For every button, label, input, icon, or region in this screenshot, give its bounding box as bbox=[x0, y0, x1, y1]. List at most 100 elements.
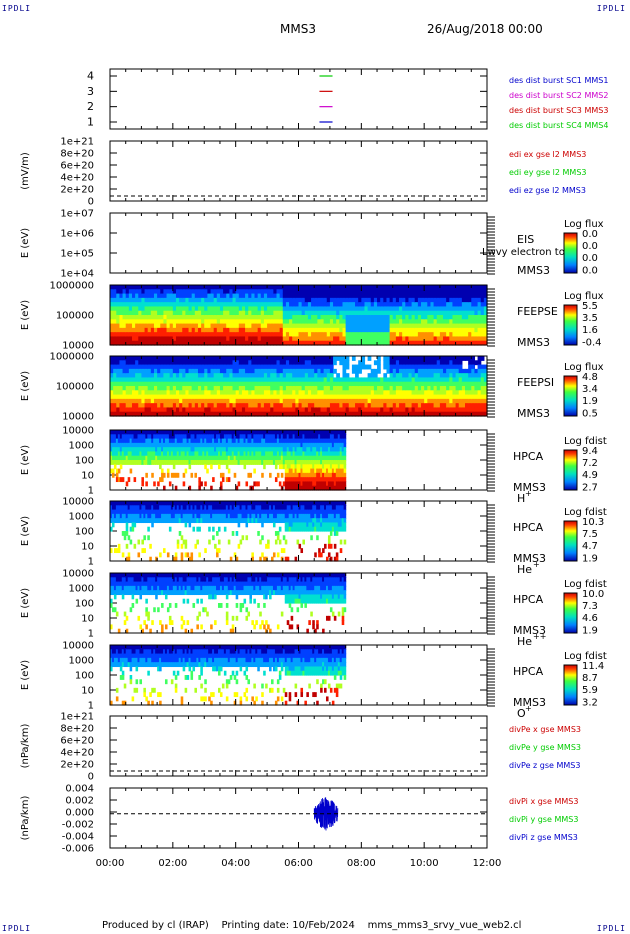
heatmap-cell bbox=[308, 460, 311, 465]
heatmap-cell bbox=[270, 360, 274, 366]
heatmap-cell bbox=[131, 394, 136, 400]
heatmap-cell bbox=[206, 468, 209, 474]
heatmap-cell bbox=[411, 336, 416, 342]
heatmap-cell bbox=[119, 447, 123, 453]
heatmap-cell bbox=[251, 336, 256, 342]
heatmap-cell bbox=[370, 368, 375, 374]
heatmap-cell bbox=[217, 438, 221, 444]
heatmap-cell bbox=[214, 442, 217, 448]
heatmap-cell bbox=[279, 285, 284, 290]
heatmap-cell bbox=[269, 460, 272, 465]
heatmap-cell bbox=[355, 336, 359, 342]
heatmap-cell bbox=[477, 323, 482, 329]
heatmap-cell bbox=[175, 403, 180, 409]
heatmap-cell bbox=[157, 403, 161, 409]
heatmap-cell bbox=[157, 398, 161, 404]
heatmap-cell bbox=[144, 285, 149, 290]
heatmap-cell bbox=[216, 364, 221, 370]
heatmap-cell bbox=[201, 390, 205, 396]
instrument-label: EIS bbox=[517, 233, 534, 246]
heatmap-cell bbox=[151, 438, 154, 444]
heatmap-cell bbox=[465, 323, 469, 329]
heatmap-cell bbox=[276, 407, 281, 413]
heatmap-cell bbox=[477, 360, 482, 366]
heatmap-cell bbox=[138, 407, 143, 413]
heatmap-cell bbox=[414, 394, 419, 400]
heatmap-cell bbox=[314, 336, 318, 342]
heatmap-cell bbox=[355, 285, 359, 290]
heatmap-cell bbox=[172, 289, 177, 295]
heatmap-cell bbox=[216, 407, 221, 413]
heatmap-cell bbox=[163, 438, 166, 444]
heatmap-cell bbox=[149, 434, 152, 440]
heatmap-cell bbox=[243, 438, 247, 444]
heatmap-cell bbox=[272, 434, 276, 440]
heatmap-cell bbox=[115, 447, 119, 453]
heatmap-cell bbox=[318, 430, 321, 435]
heatmap-cell bbox=[449, 364, 454, 370]
heatmap-cell bbox=[110, 430, 113, 435]
heatmap-cell bbox=[210, 398, 215, 404]
heatmap-cell bbox=[298, 430, 302, 435]
heatmap-cell bbox=[329, 332, 334, 338]
heatmap-cell bbox=[468, 327, 472, 333]
heatmap-cell bbox=[157, 327, 161, 333]
heatmap-cell bbox=[257, 356, 262, 361]
heatmap-cell bbox=[439, 403, 444, 409]
heatmap-cell bbox=[430, 327, 435, 333]
heatmap-cell bbox=[339, 477, 343, 483]
heatmap-cell bbox=[159, 447, 162, 453]
heatmap-cell bbox=[337, 434, 341, 440]
heatmap-cell bbox=[307, 319, 312, 325]
heatmap-cell bbox=[204, 377, 208, 383]
ytick-label: 2 bbox=[87, 100, 94, 113]
heatmap-cell bbox=[241, 398, 246, 404]
heatmap-cell bbox=[427, 403, 432, 409]
heatmap-cell bbox=[392, 356, 397, 361]
heatmap-cell bbox=[145, 434, 148, 440]
heatmap-cell bbox=[351, 285, 356, 290]
heatmap-cell bbox=[301, 394, 306, 400]
heatmap-cell bbox=[421, 373, 425, 379]
heatmap-cell bbox=[333, 297, 337, 303]
heatmap-cell bbox=[243, 460, 247, 465]
heatmap-cell bbox=[389, 381, 394, 387]
heatmap-cell bbox=[439, 381, 444, 387]
heatmap-cell bbox=[263, 386, 268, 391]
heatmap-cell bbox=[182, 340, 186, 346]
heatmap-cell bbox=[477, 356, 482, 361]
heatmap-cell bbox=[380, 386, 384, 391]
heatmap-cell bbox=[405, 302, 410, 308]
heatmap-cell bbox=[197, 356, 202, 361]
corner-label-bottom-right: IPDLI bbox=[596, 924, 626, 933]
heatmap-cell bbox=[232, 293, 237, 299]
heatmap-cell bbox=[219, 360, 224, 366]
heatmap-cell bbox=[333, 481, 337, 487]
heatmap-cell bbox=[302, 455, 305, 461]
heatmap-cell bbox=[191, 302, 196, 308]
heatmap-cell bbox=[210, 356, 215, 361]
heatmap-cell bbox=[210, 297, 215, 303]
heatmap-cell bbox=[370, 319, 375, 325]
heatmap-cell bbox=[153, 442, 156, 448]
heatmap-cell bbox=[477, 381, 482, 387]
ytick-label: 1000 bbox=[69, 441, 94, 452]
heatmap-cell bbox=[194, 285, 199, 290]
heatmap-cell bbox=[229, 332, 234, 338]
heatmap-cell bbox=[128, 336, 133, 342]
heatmap-cell bbox=[436, 285, 441, 290]
heatmap-cell bbox=[402, 407, 406, 413]
heatmap-cell bbox=[307, 398, 312, 404]
heatmap-cell bbox=[405, 407, 410, 413]
heatmap-cell bbox=[229, 302, 234, 308]
heatmap-cell bbox=[320, 460, 323, 465]
heatmap-cell bbox=[336, 386, 340, 391]
heatmap-cell bbox=[282, 411, 287, 417]
heatmap-cell bbox=[436, 407, 441, 413]
heatmap-cell bbox=[307, 285, 312, 290]
heatmap-cell bbox=[225, 455, 229, 461]
heatmap-cell bbox=[306, 430, 309, 435]
heatmap-cell bbox=[377, 285, 381, 290]
heatmap-cell bbox=[172, 451, 176, 457]
heatmap-cell bbox=[166, 310, 171, 316]
